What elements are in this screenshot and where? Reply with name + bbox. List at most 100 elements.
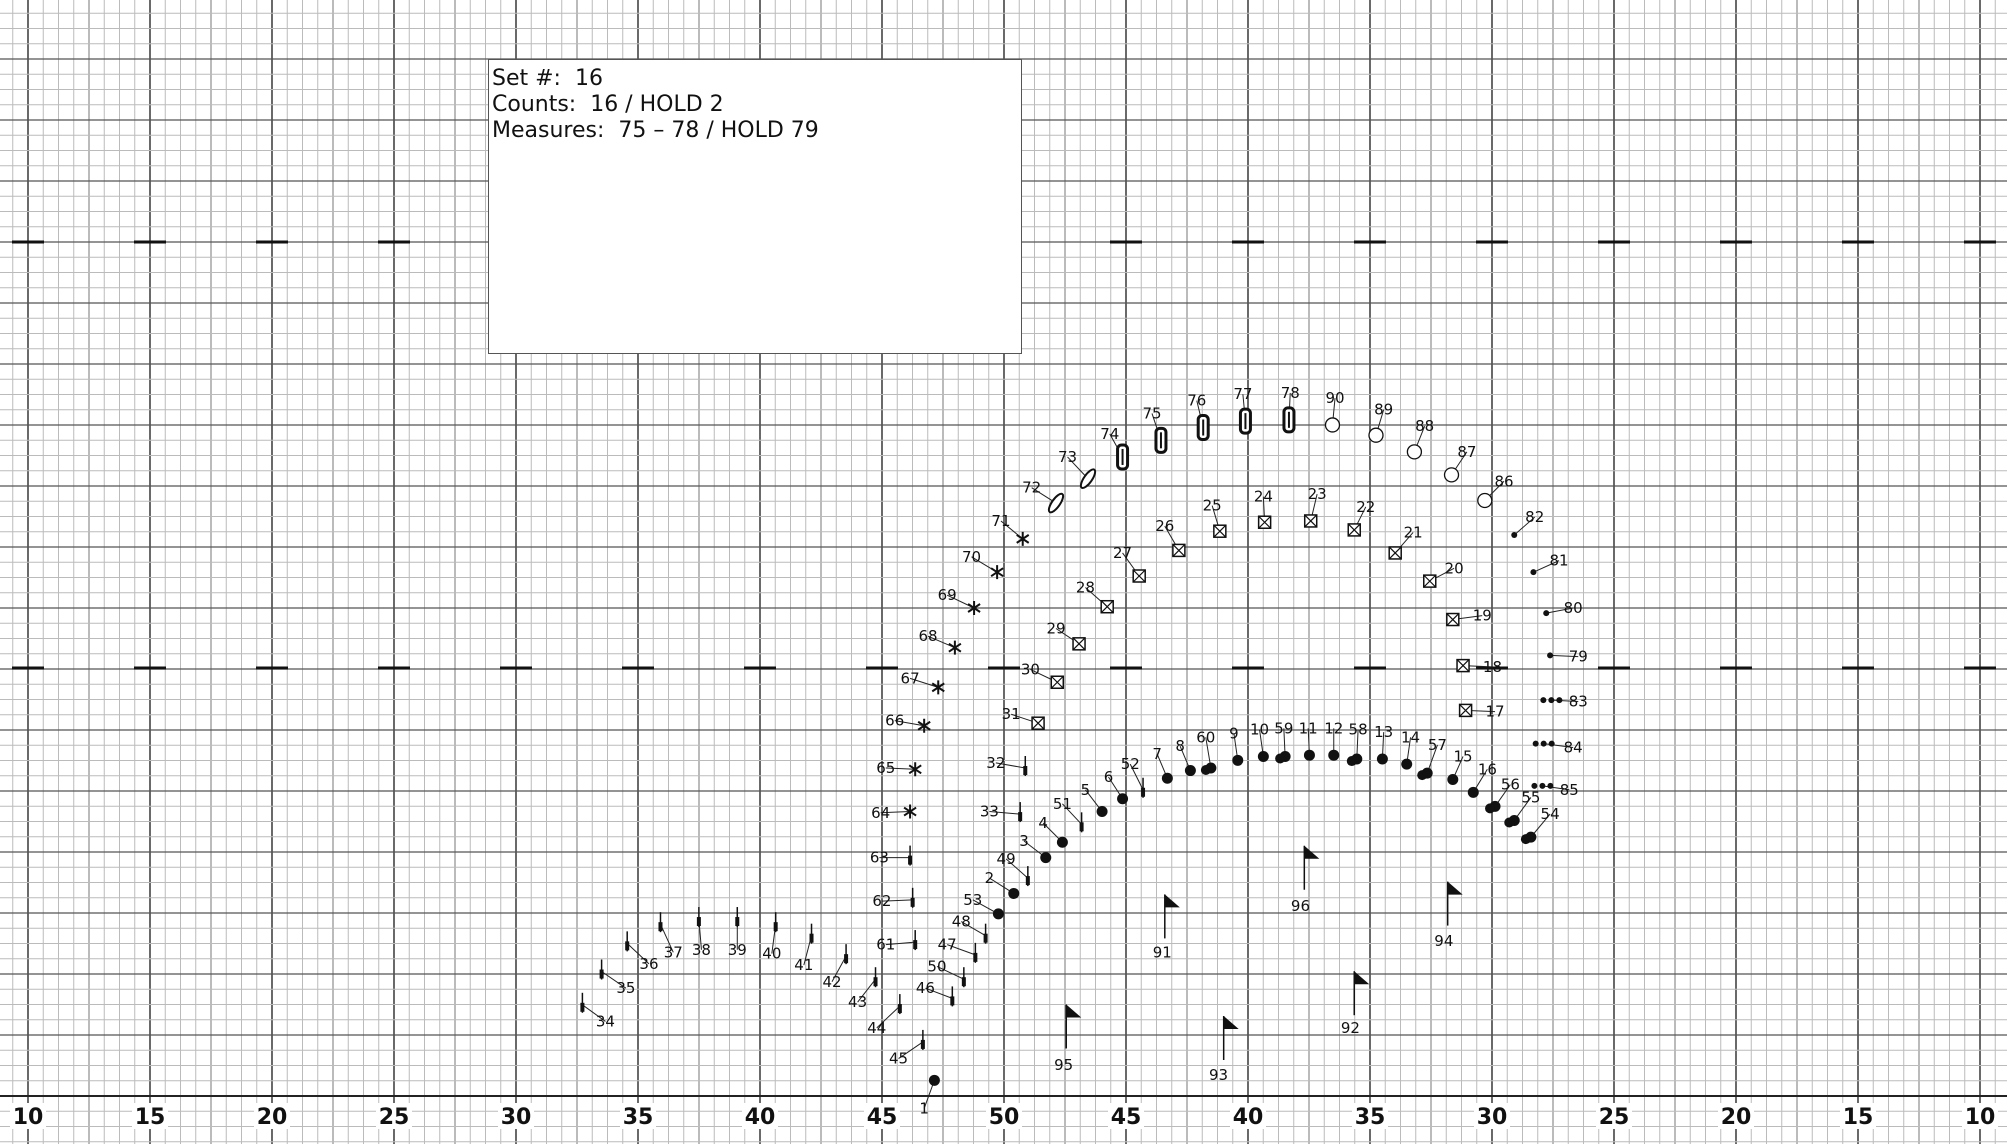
performer-label: 19 <box>1473 607 1492 625</box>
performer: 54 <box>1520 805 1560 845</box>
performer: 70 <box>962 548 1004 580</box>
label-bg <box>864 1103 900 1129</box>
performer-bell <box>625 941 630 951</box>
performer-label: 46 <box>916 979 935 997</box>
performer: 66 <box>885 712 931 733</box>
performer-bell <box>1023 766 1028 775</box>
performer: 33 <box>980 802 1023 823</box>
performer-label: 14 <box>1401 728 1420 746</box>
performer-dot <box>1161 772 1173 784</box>
performer: 63 <box>870 845 913 867</box>
performer: 35 <box>599 959 635 997</box>
performer-label: 29 <box>1046 619 1065 637</box>
leader-line <box>601 971 627 989</box>
performer: 55 <box>1504 788 1540 828</box>
performer-bell <box>910 897 915 907</box>
performer: 22 <box>1347 498 1375 537</box>
performer-dot <box>1117 793 1129 805</box>
yard-label: 35 <box>1355 1105 1386 1130</box>
leader-line <box>1062 803 1082 825</box>
performer: 65 <box>876 759 922 777</box>
performer-label: 81 <box>1549 552 1568 570</box>
performer-label: 51 <box>1053 795 1072 813</box>
label-bg <box>254 1103 290 1129</box>
performer-bell <box>1141 787 1146 797</box>
performer-dot <box>1008 887 1020 899</box>
performer-bell <box>913 940 918 950</box>
performer-dot <box>1543 610 1550 617</box>
performer-label: 79 <box>1569 648 1588 666</box>
label-bg <box>10 1103 46 1129</box>
performer-label: 82 <box>1525 508 1544 526</box>
performer: 56 <box>1485 776 1520 814</box>
performer-label: 42 <box>822 973 841 991</box>
performer-bell <box>773 922 778 932</box>
performer-label: 65 <box>876 759 895 777</box>
leader-line <box>1533 560 1560 573</box>
performer: 37 <box>658 912 683 961</box>
performer-star <box>967 601 981 615</box>
performer: 69 <box>938 586 981 615</box>
performer: 62 <box>872 887 915 910</box>
performer-label: 50 <box>927 957 946 975</box>
performer-label: 86 <box>1494 472 1513 490</box>
performer-label: 6 <box>1104 768 1114 786</box>
label-bg <box>498 1103 534 1129</box>
performer-dot <box>1556 697 1563 704</box>
performer: 7 <box>1152 745 1173 784</box>
performer-label: 8 <box>1175 737 1185 755</box>
performer: 50 <box>927 957 966 988</box>
performer-label: 17 <box>1485 703 1504 721</box>
performer: 17 <box>1458 703 1505 721</box>
performer-label: 47 <box>938 936 957 954</box>
performer-ring <box>1477 492 1493 509</box>
performer-horn <box>1047 492 1065 514</box>
leader-line <box>961 921 986 937</box>
label-bg <box>620 1103 656 1129</box>
performer-star <box>948 640 962 655</box>
performer-label: 10 <box>1250 721 1269 739</box>
performer-label: 37 <box>664 943 683 961</box>
performer-label: 4 <box>1038 814 1048 832</box>
performer: 23 <box>1303 485 1327 528</box>
performer: 24 <box>1254 488 1273 529</box>
performer-bell <box>735 917 740 927</box>
performer-star <box>908 762 922 777</box>
performer: 85 <box>1531 781 1579 799</box>
leader-line <box>880 811 911 814</box>
performer-dot <box>1040 852 1052 864</box>
performer-label: 89 <box>1374 401 1393 419</box>
performer-dot <box>1096 806 1108 818</box>
performer-label: 83 <box>1569 692 1588 710</box>
performer-label: 44 <box>867 1019 886 1037</box>
performer: 88 <box>1406 417 1434 460</box>
performer-bell <box>1018 812 1023 822</box>
leader-line <box>936 965 965 980</box>
performer: 79 <box>1547 648 1588 666</box>
performer-x <box>1258 515 1272 529</box>
performer-dot <box>1485 803 1496 814</box>
leader-line <box>1005 858 1029 879</box>
flag <box>1354 971 1370 985</box>
performer: 47 <box>938 936 978 963</box>
performer: 43 <box>848 967 878 1011</box>
label-bg <box>1596 1103 1632 1129</box>
performer-dot <box>1328 749 1340 761</box>
performer-dot <box>1531 782 1538 789</box>
performer: 90 <box>1324 389 1345 433</box>
performer-label: 34 <box>596 1012 615 1030</box>
performer-star <box>903 804 917 819</box>
performer: 40 <box>762 912 781 963</box>
performer: 1 <box>919 1074 940 1117</box>
yard-label: 10 <box>13 1105 44 1130</box>
label-bg <box>1962 1103 1998 1129</box>
yard-label: 25 <box>379 1105 410 1130</box>
performer: 26 <box>1155 517 1186 558</box>
performer-label: 13 <box>1374 723 1393 741</box>
performer: 10 <box>1250 721 1269 762</box>
performer: 46 <box>916 979 955 1007</box>
performer: 21 <box>1388 523 1423 560</box>
performer-horn <box>1079 468 1097 490</box>
yard-label: 50 <box>989 1105 1020 1130</box>
performer: 38 <box>692 907 711 959</box>
